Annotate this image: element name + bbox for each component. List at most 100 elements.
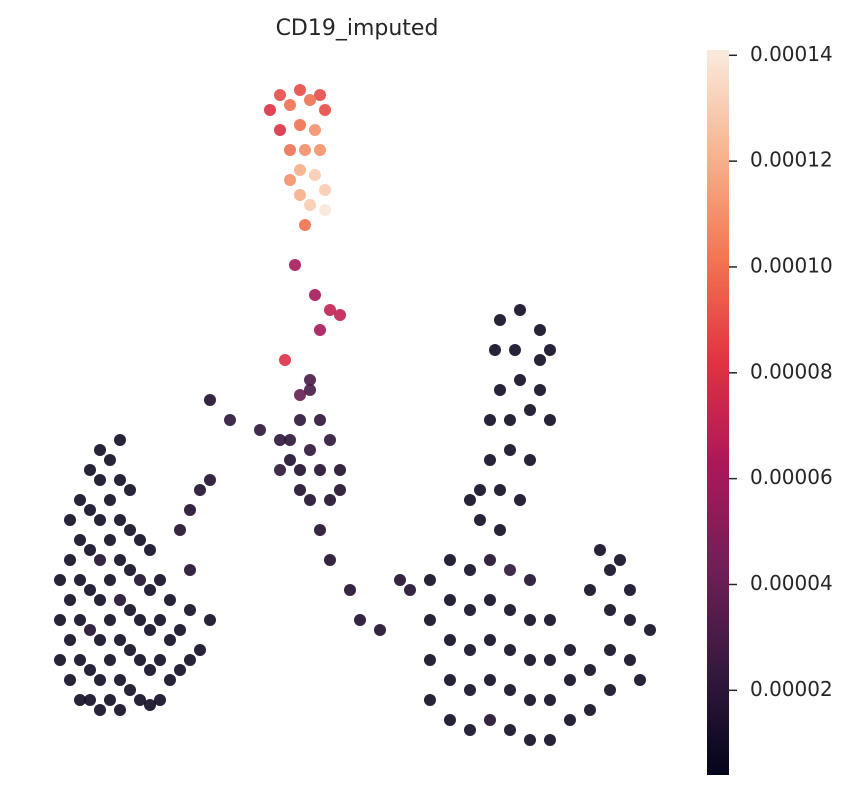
point bbox=[164, 594, 176, 606]
point bbox=[544, 614, 556, 626]
point bbox=[104, 614, 116, 626]
point bbox=[614, 554, 626, 566]
point bbox=[319, 184, 331, 196]
point bbox=[84, 624, 96, 636]
point bbox=[284, 174, 296, 186]
point bbox=[94, 634, 106, 646]
point bbox=[104, 654, 116, 666]
point bbox=[444, 714, 456, 726]
point bbox=[134, 534, 146, 546]
point bbox=[154, 654, 166, 666]
point bbox=[509, 344, 521, 356]
point bbox=[144, 584, 156, 596]
point bbox=[284, 454, 296, 466]
point bbox=[294, 389, 306, 401]
point bbox=[474, 514, 486, 526]
point bbox=[404, 584, 416, 596]
point bbox=[114, 704, 126, 716]
point bbox=[94, 674, 106, 686]
point bbox=[524, 654, 536, 666]
point bbox=[304, 94, 316, 106]
point bbox=[254, 424, 266, 436]
point bbox=[484, 454, 496, 466]
point bbox=[644, 624, 656, 636]
point bbox=[524, 734, 536, 746]
point bbox=[324, 554, 336, 566]
point bbox=[104, 534, 116, 546]
point bbox=[74, 614, 86, 626]
point bbox=[64, 554, 76, 566]
point bbox=[94, 444, 106, 456]
point bbox=[489, 344, 501, 356]
point bbox=[444, 674, 456, 686]
point bbox=[104, 454, 116, 466]
point bbox=[504, 414, 516, 426]
point bbox=[484, 594, 496, 606]
point bbox=[544, 344, 556, 356]
point bbox=[304, 384, 316, 396]
point bbox=[534, 354, 546, 366]
point bbox=[74, 494, 86, 506]
point bbox=[314, 324, 326, 336]
point bbox=[274, 434, 286, 446]
point bbox=[299, 219, 311, 231]
point bbox=[289, 259, 301, 271]
point bbox=[324, 494, 336, 506]
point bbox=[104, 694, 116, 706]
point bbox=[544, 734, 556, 746]
point bbox=[314, 414, 326, 426]
point bbox=[624, 584, 636, 596]
point bbox=[584, 584, 596, 596]
colorbar-tick-label: 0.00004 bbox=[750, 571, 833, 595]
point bbox=[534, 384, 546, 396]
point bbox=[104, 494, 116, 506]
point bbox=[334, 484, 346, 496]
point bbox=[504, 604, 516, 616]
point bbox=[164, 674, 176, 686]
point bbox=[464, 604, 476, 616]
point bbox=[544, 654, 556, 666]
point bbox=[274, 89, 286, 101]
point bbox=[184, 504, 196, 516]
point bbox=[114, 514, 126, 526]
point bbox=[294, 189, 306, 201]
point bbox=[154, 614, 166, 626]
point bbox=[624, 654, 636, 666]
point bbox=[514, 304, 526, 316]
point bbox=[124, 604, 136, 616]
point bbox=[279, 354, 291, 366]
point bbox=[544, 414, 556, 426]
point bbox=[464, 644, 476, 656]
point bbox=[564, 644, 576, 656]
point bbox=[144, 624, 156, 636]
point bbox=[299, 144, 311, 156]
point bbox=[114, 474, 126, 486]
point bbox=[294, 119, 306, 131]
point bbox=[494, 484, 506, 496]
point bbox=[74, 534, 86, 546]
point bbox=[584, 664, 596, 676]
point bbox=[524, 694, 536, 706]
colorbar-tick-label: 0.00002 bbox=[750, 677, 833, 701]
point bbox=[314, 144, 326, 156]
point bbox=[294, 484, 306, 496]
colorbar-tick-label: 0.00012 bbox=[750, 148, 833, 172]
point bbox=[144, 699, 156, 711]
point bbox=[494, 314, 506, 326]
point bbox=[304, 444, 316, 456]
point bbox=[464, 564, 476, 576]
point bbox=[174, 524, 186, 536]
point bbox=[344, 584, 356, 596]
colorbar-tick-label: 0.00008 bbox=[750, 359, 833, 383]
point bbox=[54, 574, 66, 586]
point bbox=[504, 684, 516, 696]
point bbox=[274, 464, 286, 476]
point bbox=[84, 664, 96, 676]
point bbox=[444, 594, 456, 606]
point bbox=[184, 564, 196, 576]
point bbox=[424, 654, 436, 666]
point bbox=[374, 624, 386, 636]
point bbox=[544, 694, 556, 706]
point bbox=[134, 694, 146, 706]
